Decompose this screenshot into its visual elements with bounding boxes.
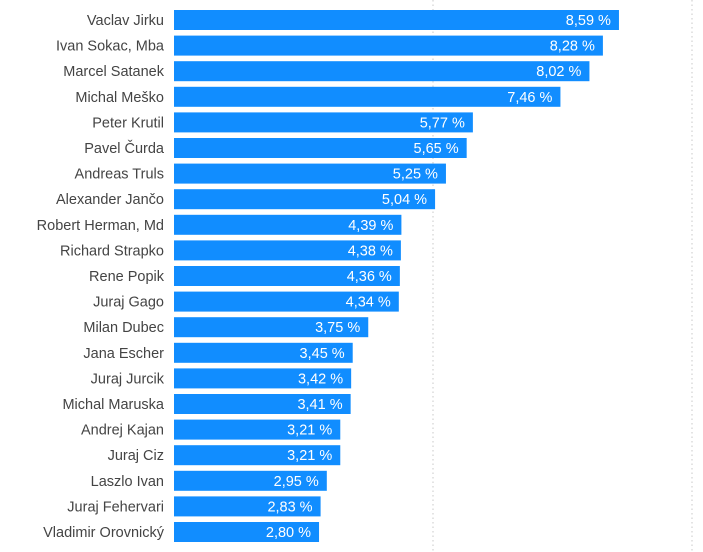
bar[interactable] bbox=[174, 445, 341, 466]
bar[interactable] bbox=[174, 522, 320, 542]
data-label: 3,45 % bbox=[300, 346, 345, 362]
category-label: Richard Strapko bbox=[60, 243, 164, 259]
bars bbox=[174, 10, 619, 542]
bar[interactable] bbox=[174, 291, 399, 312]
category-label: Vaclav Jirku bbox=[87, 13, 164, 29]
data-labels: 8,59 % 8,28 % 8,02 % 7,46 % 5,77 % 5,65 % 5,25… bbox=[266, 13, 611, 541]
bar[interactable] bbox=[174, 138, 467, 158]
bar[interactable] bbox=[174, 163, 446, 184]
category-label: Andreas Truls bbox=[75, 167, 164, 183]
data-label: 4,38 % bbox=[348, 243, 393, 259]
bar[interactable] bbox=[174, 112, 473, 133]
data-label: 4,34 % bbox=[346, 295, 391, 311]
bar[interactable] bbox=[174, 35, 603, 56]
data-label: 3,21 % bbox=[287, 423, 332, 439]
data-label: 7,46 % bbox=[507, 90, 552, 106]
data-label: 4,36 % bbox=[347, 269, 392, 285]
bar[interactable] bbox=[174, 342, 353, 363]
category-label: Peter Krutil bbox=[92, 115, 164, 131]
data-label: 2,80 % bbox=[266, 525, 311, 541]
category-label: Rene Popik bbox=[89, 269, 165, 285]
data-label: 8,59 % bbox=[566, 13, 611, 29]
category-label: Michal Meško bbox=[75, 90, 164, 106]
category-label: Alexander Jančo bbox=[56, 192, 164, 208]
data-label: 4,39 % bbox=[348, 218, 393, 234]
category-label: Milan Dubec bbox=[83, 320, 164, 336]
bar[interactable] bbox=[174, 86, 561, 107]
data-label: 5,25 % bbox=[393, 167, 438, 183]
category-label: Robert Herman, Md bbox=[37, 218, 164, 234]
data-label: 3,42 % bbox=[298, 371, 343, 387]
grid-lines bbox=[432, 0, 693, 552]
category-label: Andrej Kajan bbox=[81, 423, 164, 439]
data-label: 8,02 % bbox=[536, 64, 581, 80]
bar[interactable] bbox=[174, 266, 400, 286]
category-label: Juraj Ciz bbox=[108, 448, 164, 464]
data-label: 3,75 % bbox=[315, 320, 360, 336]
bar[interactable] bbox=[174, 496, 321, 517]
bar[interactable] bbox=[174, 214, 402, 235]
bar[interactable] bbox=[174, 419, 341, 440]
bar[interactable] bbox=[174, 394, 351, 414]
data-label: 2,83 % bbox=[267, 499, 312, 515]
category-label: Vladimir Orovnický bbox=[43, 525, 165, 541]
category-label: Marcel Satanek bbox=[63, 64, 164, 80]
category-label: Juraj Fehervari bbox=[67, 499, 164, 515]
data-label: 3,41 % bbox=[297, 397, 342, 413]
bar[interactable] bbox=[174, 10, 619, 30]
bar[interactable] bbox=[174, 368, 352, 389]
bar[interactable] bbox=[174, 317, 369, 338]
category-label: Juraj Gago bbox=[93, 295, 164, 311]
bar[interactable] bbox=[174, 189, 436, 210]
category-label: Juraj Jurcik bbox=[91, 371, 165, 387]
category-label: Ivan Sokac, Mba bbox=[56, 39, 165, 55]
data-label: 5,77 % bbox=[420, 115, 465, 131]
category-label: Michal Maruska bbox=[62, 397, 164, 413]
bar[interactable] bbox=[174, 61, 590, 82]
data-label: 3,21 % bbox=[287, 448, 332, 464]
data-label: 2,95 % bbox=[274, 474, 319, 490]
data-label: 5,65 % bbox=[414, 141, 459, 157]
category-label: Laszlo Ivan bbox=[91, 474, 164, 490]
category-label: Jana Escher bbox=[83, 346, 164, 362]
data-label: 5,04 % bbox=[382, 192, 427, 208]
category-labels: Vaclav Jirku Ivan Sokac, Mba Marcel Satane… bbox=[37, 13, 165, 541]
data-label: 8,28 % bbox=[550, 39, 595, 55]
bar[interactable] bbox=[174, 470, 327, 491]
bar[interactable] bbox=[174, 240, 401, 261]
category-label: Pavel Čurda bbox=[84, 140, 165, 157]
